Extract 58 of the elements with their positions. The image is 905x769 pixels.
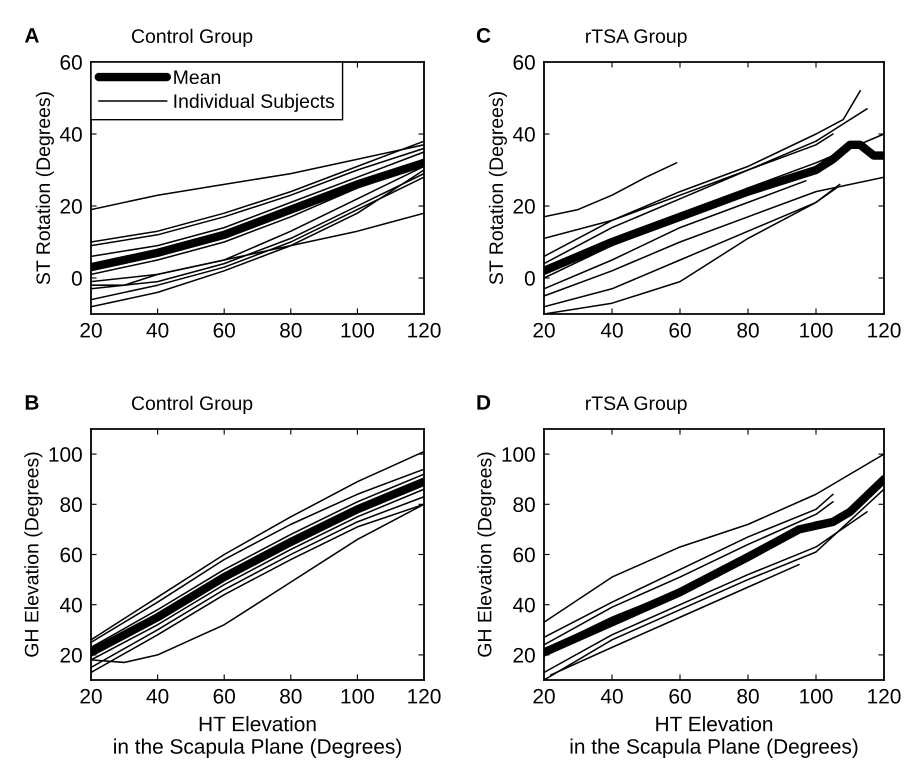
y-tick-label: 60 <box>514 55 535 70</box>
text: B <box>26 395 38 410</box>
x-tick-label: 80 <box>280 688 302 704</box>
x-axis-title: HT Elevation in the Scapula Plane (Degrees) <box>570 716 858 758</box>
text: A <box>24 28 39 43</box>
y-tick-label: 0 <box>72 271 82 286</box>
y-tick-label: 20 <box>514 199 535 214</box>
x-tick-label: 120 <box>868 688 901 704</box>
x-tick-label: 100 <box>342 688 374 704</box>
x-tick-label: 60 <box>669 688 691 704</box>
chart-title: Control Group <box>132 396 252 414</box>
x-tick-label: 120 <box>408 688 441 704</box>
x-tick-label: 40 <box>600 322 623 338</box>
x-tick-label: 80 <box>737 322 759 338</box>
y-tick-label: 40 <box>60 127 82 142</box>
y-tick-label: 80 <box>60 497 82 512</box>
x-tick-label: 120 <box>868 322 901 338</box>
chart-title: rTSA Group <box>586 396 687 414</box>
text: D <box>477 395 490 410</box>
x-tick-label: 80 <box>280 322 302 338</box>
y-tick-label: 0 <box>524 271 535 286</box>
chart-title: rTSA Group <box>586 29 687 47</box>
x-tick-label: 100 <box>342 322 374 338</box>
y-tick-label: 20 <box>514 648 535 663</box>
x-axis-title: HT Elevation in the Scapula Plane (Degrees) <box>114 716 401 758</box>
x-tick-label: 40 <box>146 688 168 704</box>
x-tick-label: 20 <box>80 322 102 338</box>
x-tick-label: 60 <box>214 322 235 338</box>
x-tick-label: 20 <box>533 322 555 338</box>
y-tick-label: 100 <box>502 447 535 462</box>
y-axis-title: ST Rotation (Degrees) <box>488 92 507 284</box>
x-tick-label: 20 <box>533 688 555 704</box>
x-tick-label: 120 <box>408 322 441 338</box>
x-tick-label: 40 <box>600 688 623 704</box>
y-tick-label: 60 <box>60 55 82 70</box>
y-tick-label: 20 <box>60 199 82 214</box>
x-tick-label: 80 <box>737 688 759 704</box>
y-tick-label: 60 <box>514 548 535 562</box>
y-axis-title: GH Elevation (Degrees) <box>24 452 42 657</box>
y-tick-label: 40 <box>60 598 82 612</box>
x-tick-label: 20 <box>80 688 102 704</box>
y-tick-label: 60 <box>60 548 82 562</box>
x-tick-label: 60 <box>669 322 691 338</box>
x-tick-label: 100 <box>800 688 833 704</box>
y-tick-label: 100 <box>50 447 82 462</box>
legend-label: Individual Subjects <box>174 94 334 112</box>
x-tick-label: 60 <box>214 688 235 704</box>
chart-title: Control Group <box>132 28 252 47</box>
y-tick-label: 80 <box>513 497 535 512</box>
y-tick-label: 20 <box>60 648 82 663</box>
legend-label: Mean <box>174 70 220 84</box>
text: C <box>476 28 490 43</box>
x-tick-label: 40 <box>146 322 168 338</box>
y-axis-title: GH Elevation (Degrees) <box>477 452 496 657</box>
y-axis-title: ST Rotation (Degrees) <box>36 92 54 284</box>
y-tick-label: 40 <box>512 127 535 142</box>
x-tick-label: 100 <box>800 322 833 338</box>
y-tick-label: 40 <box>512 598 535 612</box>
